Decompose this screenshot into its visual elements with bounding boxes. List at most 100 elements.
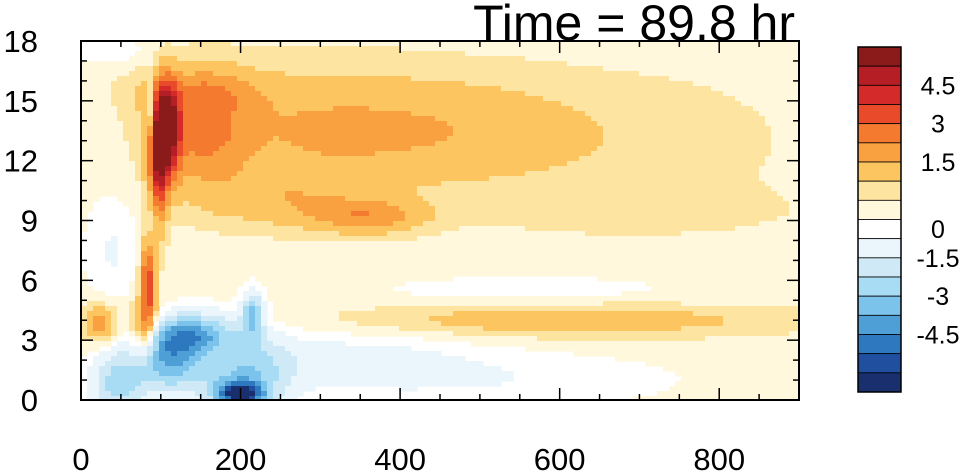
heatmap-cell: [645, 61, 652, 67]
heatmap-cell: [321, 206, 328, 212]
heatmap-cell: [483, 126, 490, 132]
heatmap-cell: [315, 46, 322, 52]
heatmap-cell: [477, 56, 484, 62]
heatmap-cell: [585, 56, 592, 62]
heatmap-cell: [93, 106, 100, 112]
heatmap-cell: [711, 196, 718, 202]
heatmap-cell: [297, 191, 304, 197]
heatmap-cell: [171, 51, 178, 57]
heatmap-cell: [375, 101, 382, 107]
heatmap-cell: [465, 146, 472, 152]
heatmap-cell: [783, 156, 790, 162]
heatmap-cell: [459, 41, 466, 47]
heatmap-cell: [759, 91, 766, 97]
heatmap-cell: [669, 146, 676, 152]
heatmap-cell: [513, 221, 520, 227]
heatmap-cell: [291, 221, 298, 227]
heatmap-cell: [537, 126, 544, 132]
heatmap-cell: [495, 66, 502, 72]
heatmap-cell: [111, 91, 118, 97]
heatmap-cell: [627, 76, 634, 82]
heatmap-cell: [591, 236, 598, 242]
heatmap-cell: [309, 51, 316, 57]
heatmap-cell: [789, 126, 796, 132]
heatmap-cell: [387, 236, 394, 242]
heatmap-cell: [171, 251, 178, 257]
heatmap-cell: [441, 141, 448, 147]
heatmap-cell: [513, 141, 520, 147]
heatmap-cell: [375, 106, 382, 112]
heatmap-cell: [525, 151, 532, 157]
heatmap-cell: [291, 76, 298, 82]
heatmap-cell: [591, 111, 598, 117]
heatmap-cell: [231, 241, 238, 247]
heatmap-cell: [687, 166, 694, 172]
heatmap-cell: [333, 46, 340, 52]
heatmap-cell: [543, 171, 550, 177]
heatmap-cell: [753, 91, 760, 97]
heatmap-cell: [465, 206, 472, 212]
heatmap-cell: [333, 246, 340, 252]
heatmap-cell: [303, 76, 310, 82]
heatmap-cell: [573, 41, 580, 47]
heatmap-cell: [459, 106, 466, 112]
heatmap-cell: [675, 141, 682, 147]
heatmap-cell: [369, 221, 376, 227]
heatmap-cell: [471, 171, 478, 177]
heatmap-cell: [711, 106, 718, 112]
heatmap-cell: [159, 126, 166, 132]
heatmap-cell: [693, 216, 700, 222]
heatmap-cell: [135, 151, 142, 157]
heatmap-cell: [183, 161, 190, 167]
heatmap-cell: [735, 201, 742, 207]
heatmap-cell: [237, 206, 244, 212]
heatmap-cell: [189, 96, 196, 102]
heatmap-cell: [297, 186, 304, 192]
heatmap-cell: [477, 206, 484, 212]
heatmap-cell: [501, 191, 508, 197]
heatmap-cell: [765, 181, 772, 187]
heatmap-cell: [597, 186, 604, 192]
heatmap-cell: [345, 76, 352, 82]
heatmap-cell: [669, 161, 676, 167]
heatmap-cell: [669, 91, 676, 97]
heatmap-cell: [561, 201, 568, 207]
heatmap-cell: [405, 151, 412, 157]
heatmap-cell: [105, 181, 112, 187]
heatmap-cell: [657, 211, 664, 217]
heatmap-cell: [225, 151, 232, 157]
heatmap-cell: [591, 136, 598, 142]
heatmap-cell: [195, 96, 202, 102]
heatmap-cell: [123, 106, 130, 112]
heatmap-cell: [621, 241, 628, 247]
heatmap-cell: [525, 136, 532, 142]
heatmap-cell: [159, 136, 166, 142]
heatmap-cell: [447, 251, 454, 257]
heatmap-cell: [177, 116, 184, 122]
heatmap-cell: [435, 96, 442, 102]
heatmap-cell: [141, 161, 148, 167]
heatmap-cell: [747, 81, 754, 87]
heatmap-cell: [393, 76, 400, 82]
heatmap-cell: [393, 216, 400, 222]
heatmap-cell: [447, 71, 454, 77]
heatmap-cell: [675, 91, 682, 97]
heatmap-cell: [735, 191, 742, 197]
heatmap-cell: [717, 106, 724, 112]
heatmap-cell: [393, 226, 400, 232]
heatmap-cell: [585, 66, 592, 72]
heatmap-cell: [303, 251, 310, 257]
heatmap-cell: [165, 181, 172, 187]
heatmap-cell: [513, 151, 520, 157]
heatmap-cell: [123, 66, 130, 72]
heatmap-cell: [723, 211, 730, 217]
heatmap-cell: [153, 111, 160, 117]
heatmap-cell: [765, 76, 772, 82]
heatmap-cell: [405, 131, 412, 137]
heatmap-cell: [267, 231, 274, 237]
heatmap-cell: [525, 171, 532, 177]
heatmap-cell: [753, 56, 760, 62]
heatmap-cell: [207, 96, 214, 102]
heatmap-cell: [375, 96, 382, 102]
heatmap-cell: [321, 156, 328, 162]
